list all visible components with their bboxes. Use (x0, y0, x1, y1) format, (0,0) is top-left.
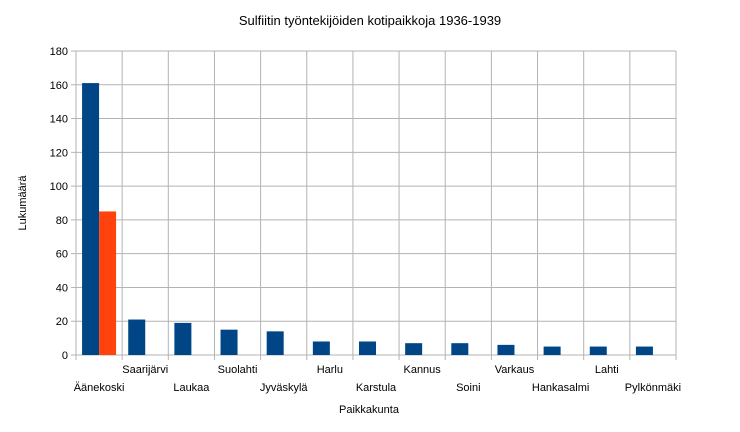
x-category-label: Varkaus (495, 364, 535, 376)
y-tick-label: 160 (50, 80, 68, 92)
y-tick-label: 60 (56, 249, 68, 261)
x-category-label: Saarijärvi (122, 364, 168, 376)
bar-primary (266, 331, 284, 355)
x-category-label: Karstula (356, 382, 397, 394)
y-axis-title: Lukumäärä (17, 175, 29, 231)
x-axis-categories: Äänekoski Saarijärvi Laukaa SuolahtiJyväsky… (74, 364, 681, 394)
bar-primary (128, 319, 146, 355)
bar-primary (312, 341, 330, 355)
bar-primary (451, 343, 469, 355)
x-category-label: Laukaa (173, 382, 210, 394)
y-tick-label: 180 (50, 46, 68, 58)
y-tick-label: 120 (50, 147, 68, 159)
y-tick-label: 100 (50, 181, 68, 193)
bar-primary (635, 346, 653, 355)
x-category-label: Jyväskylä (260, 382, 309, 394)
y-tick-label: 140 (50, 114, 68, 126)
bar-primary (174, 322, 192, 355)
bar-primary (405, 343, 423, 355)
bar-primary (497, 344, 515, 355)
y-tick-label: 80 (56, 215, 68, 227)
x-axis-title: Paikkakunta (339, 404, 400, 416)
x-category-label: Harlu (317, 364, 343, 376)
x-category-label: Hankasalmi (532, 382, 589, 394)
x-category-label: Kannus (403, 364, 441, 376)
y-tick-label: 40 (56, 282, 68, 294)
bar-primary (589, 346, 607, 355)
bar-secondary (99, 211, 117, 355)
bar-primary (543, 346, 561, 355)
bars (82, 83, 653, 355)
y-axis-ticks: 0 20 40 60 80 100 120 140 160 180 (50, 46, 68, 362)
y-tick-label: 0 (62, 350, 68, 362)
x-category-label: Äänekoski (74, 382, 125, 394)
bar-primary (359, 341, 376, 355)
x-category-label: Lahti (595, 364, 619, 376)
gridlines (71, 50, 677, 360)
y-tick-label: 20 (56, 316, 68, 328)
bar-primary (82, 83, 100, 355)
bar-primary (220, 329, 238, 355)
x-category-label: Suolahti (218, 364, 258, 376)
x-category-label: Soini (456, 382, 480, 394)
chart-title: Sulfiitin työntekijöiden kotipaikkoja 19… (239, 13, 501, 28)
x-category-label: Pylkönmäki (625, 382, 681, 394)
